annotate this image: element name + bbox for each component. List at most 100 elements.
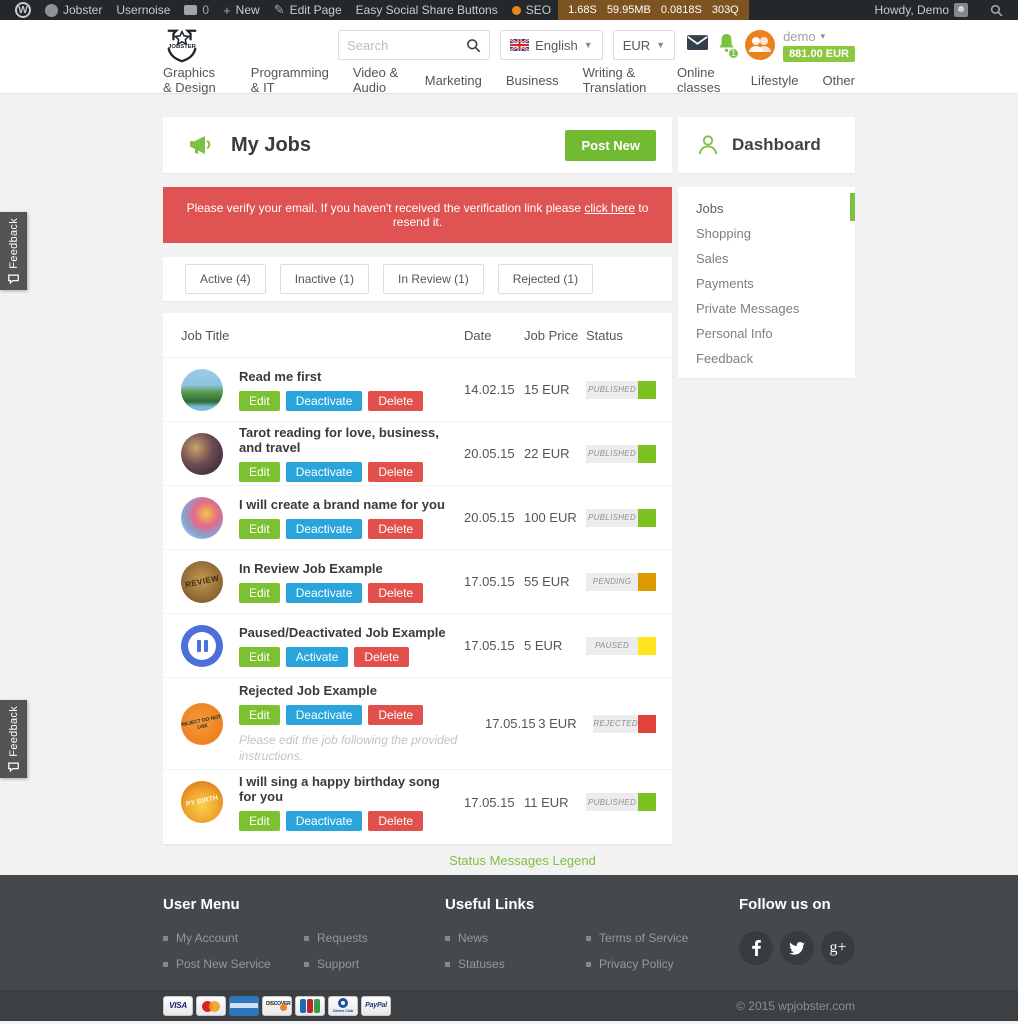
delete-button[interactable]: Delete bbox=[368, 518, 424, 539]
job-title[interactable]: I will sing a happy birthday song for yo… bbox=[239, 773, 440, 804]
status-color-square bbox=[638, 793, 656, 811]
job-thumbnail[interactable] bbox=[181, 432, 223, 475]
deactivate-button[interactable]: Deactivate bbox=[285, 810, 363, 831]
feedback-tab[interactable]: Feedback bbox=[0, 700, 27, 778]
nav-item-graphics-design[interactable]: Graphics & Design bbox=[163, 65, 216, 95]
footer-link-my-account[interactable]: My Account bbox=[163, 931, 304, 945]
job-title[interactable]: In Review Job Example bbox=[239, 560, 383, 576]
sidebar-item-shopping[interactable]: Shopping bbox=[696, 226, 751, 241]
job-thumbnail[interactable] bbox=[181, 496, 223, 539]
resend-verification-link[interactable]: click here bbox=[584, 201, 636, 215]
delete-button[interactable]: Delete bbox=[368, 704, 424, 725]
edit-button[interactable]: Edit bbox=[239, 518, 280, 539]
nav-item-video-audio[interactable]: Video & Audio bbox=[352, 65, 399, 95]
delete-button[interactable]: Delete bbox=[368, 810, 424, 831]
feedback-tab[interactable]: Feedback bbox=[0, 212, 27, 290]
currency-select[interactable]: EUR ▼ bbox=[612, 30, 676, 60]
tab-rejected[interactable]: Rejected (1) bbox=[497, 264, 594, 294]
usernoise-menu[interactable]: Usernoise bbox=[116, 3, 171, 17]
edit-button[interactable]: Edit bbox=[239, 390, 280, 411]
edit-button[interactable]: Edit bbox=[239, 704, 280, 725]
nav-item-programming-it[interactable]: Programming & IT bbox=[250, 65, 329, 95]
nav-item-online-classes[interactable]: Online classes bbox=[677, 65, 721, 95]
job-title[interactable]: Rejected Job Example bbox=[239, 682, 377, 698]
edit-button[interactable]: Edit bbox=[239, 646, 280, 667]
status-messages-legend-link[interactable]: Status Messages Legend bbox=[449, 853, 596, 868]
job-thumbnail[interactable]: PY BIRTH bbox=[181, 781, 223, 823]
job-date: 14.02.15 bbox=[464, 382, 515, 397]
footer-link-privacy-policy[interactable]: Privacy Policy bbox=[586, 957, 727, 971]
messages-button[interactable] bbox=[687, 35, 709, 55]
job-thumbnail[interactable] bbox=[181, 368, 223, 411]
job-title[interactable]: I will create a brand name for you bbox=[239, 496, 445, 512]
edit-page-menu[interactable]: ✎ Edit Page bbox=[273, 2, 342, 17]
deactivate-button[interactable]: Deactivate bbox=[285, 462, 363, 482]
job-title[interactable]: Read me first bbox=[239, 368, 322, 384]
tab-inactive[interactable]: Inactive (1) bbox=[279, 264, 370, 294]
footer-link-terms-of-service[interactable]: Terms of Service bbox=[586, 931, 727, 945]
sidebar-item-private-messages[interactable]: Private Messages bbox=[696, 301, 800, 316]
job-title[interactable]: Tarot reading for love, business, and tr… bbox=[239, 425, 439, 455]
wp-logo-menu[interactable]: W bbox=[8, 0, 38, 20]
tab-active[interactable]: Active (4) bbox=[185, 264, 266, 294]
pencil-icon: ✎ bbox=[273, 2, 285, 17]
job-thumbnail[interactable]: REVIEW bbox=[181, 560, 223, 603]
activate-button[interactable]: Activate bbox=[285, 646, 349, 667]
seo-menu[interactable]: SEO bbox=[505, 0, 558, 20]
status-color-square bbox=[638, 508, 656, 527]
job-thumbnail[interactable] bbox=[181, 624, 223, 667]
nav-item-business[interactable]: Business bbox=[505, 72, 559, 88]
site-menu[interactable]: Jobster bbox=[38, 0, 109, 20]
site-footer: User Menu My Account Post New Service Re… bbox=[0, 875, 1018, 990]
nav-item-lifestyle[interactable]: Lifestyle bbox=[750, 72, 799, 88]
admin-search[interactable] bbox=[983, 0, 1010, 20]
job-date: 17.05.15 bbox=[464, 794, 515, 810]
google-plus-button[interactable]: g+ bbox=[821, 931, 855, 965]
deactivate-button[interactable]: Deactivate bbox=[285, 390, 363, 411]
table-header-row: Job Title Date Job Price Status bbox=[163, 313, 672, 358]
nav-item-marketing[interactable]: Marketing bbox=[424, 72, 482, 88]
notifications-button[interactable]: 1 bbox=[718, 33, 740, 59]
post-new-button[interactable]: Post New bbox=[565, 129, 656, 161]
sidebar-item-personal-info[interactable]: Personal Info bbox=[696, 326, 773, 341]
sidebar-item-jobs[interactable]: Jobs bbox=[678, 193, 855, 221]
sidebar-item-feedback[interactable]: Feedback bbox=[696, 351, 754, 366]
table-row: Read me first Edit Deactivate Delete 14.… bbox=[163, 358, 672, 422]
job-thumbnail[interactable]: REJECT DO NOT USE bbox=[181, 702, 223, 745]
megaphone-icon bbox=[190, 136, 211, 154]
facebook-button[interactable] bbox=[739, 931, 773, 965]
footer-link-support[interactable]: Support bbox=[304, 957, 445, 971]
my-account-menu[interactable]: Howdy, Demo ☻ bbox=[874, 3, 968, 17]
site-logo[interactable]: JOBSTER bbox=[163, 26, 201, 64]
language-select[interactable]: English ▼ bbox=[500, 30, 603, 60]
job-title[interactable]: Paused/Deactivated Job Example bbox=[239, 624, 446, 640]
search-input[interactable] bbox=[347, 37, 467, 53]
edit-button[interactable]: Edit bbox=[239, 582, 280, 603]
nav-item-writing-translation[interactable]: Writing & Translation bbox=[582, 65, 647, 95]
nav-item-other[interactable]: Other bbox=[822, 72, 855, 88]
user-avatar[interactable]: DEMO bbox=[745, 30, 776, 60]
delete-button[interactable]: Delete bbox=[368, 462, 424, 482]
delete-button[interactable]: Delete bbox=[368, 582, 424, 603]
query-monitor-stats[interactable]: 1.68S 59.95MB 0.0818S 303Q bbox=[558, 0, 749, 20]
edit-button[interactable]: Edit bbox=[239, 810, 280, 831]
new-content-menu[interactable]: + New bbox=[223, 2, 260, 18]
edit-button[interactable]: Edit bbox=[239, 462, 280, 482]
sidebar-item-sales[interactable]: Sales bbox=[696, 251, 729, 266]
delete-button[interactable]: Delete bbox=[368, 390, 424, 411]
username-menu[interactable]: demo ▾ bbox=[783, 28, 826, 44]
search-icon[interactable] bbox=[466, 38, 481, 53]
footer-link-statuses[interactable]: Statuses bbox=[445, 957, 586, 971]
footer-link-requests[interactable]: Requests bbox=[304, 931, 445, 945]
delete-button[interactable]: Delete bbox=[354, 646, 410, 667]
deactivate-button[interactable]: Deactivate bbox=[285, 582, 363, 603]
twitter-button[interactable] bbox=[780, 931, 814, 965]
deactivate-button[interactable]: Deactivate bbox=[285, 518, 363, 539]
essb-menu[interactable]: Easy Social Share Buttons bbox=[355, 3, 498, 17]
footer-link-post-new-service[interactable]: Post New Service bbox=[163, 957, 304, 971]
comments-menu[interactable]: 0 bbox=[177, 0, 216, 20]
footer-link-news[interactable]: News bbox=[445, 931, 586, 945]
tab-in-review[interactable]: In Review (1) bbox=[383, 264, 484, 294]
deactivate-button[interactable]: Deactivate bbox=[285, 704, 363, 725]
sidebar-item-payments[interactable]: Payments bbox=[696, 276, 754, 291]
